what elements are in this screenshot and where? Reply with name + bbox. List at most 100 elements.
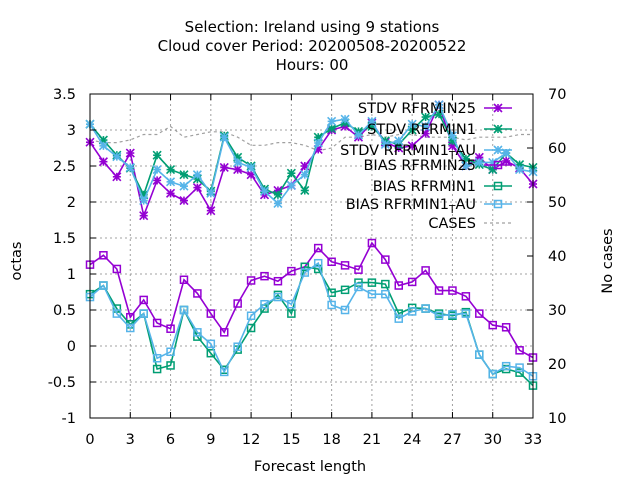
data-point [192, 170, 202, 180]
y-tick-label: -1 [62, 411, 76, 427]
series-line [89, 125, 533, 152]
data-point [381, 289, 390, 299]
data-point [246, 311, 256, 321]
data-point [488, 165, 498, 175]
data-point [273, 292, 283, 302]
data-point [287, 299, 296, 309]
y-tick-label: 1 [67, 267, 76, 283]
data-point [367, 116, 377, 126]
data-point [193, 328, 202, 337]
data-point [260, 271, 269, 281]
data-point [381, 279, 390, 289]
y-tick-label: 1.5 [53, 231, 76, 247]
data-point [394, 281, 404, 290]
x-tick-label: 33 [524, 432, 542, 448]
data-point [380, 139, 390, 149]
data-point [354, 265, 363, 274]
data-point [179, 170, 189, 180]
data-point [287, 309, 296, 318]
x-tick-label: 24 [403, 432, 421, 448]
data-point [139, 295, 148, 305]
series-line [89, 261, 534, 377]
data-point [340, 114, 350, 124]
data-point [286, 180, 296, 191]
data-point [139, 309, 148, 318]
legend-marker [493, 124, 503, 134]
data-point [434, 311, 444, 321]
chart-title-line-2: Cloud cover Period: 20200508-20200522 [158, 37, 467, 55]
data-point [340, 285, 350, 295]
data-point [300, 170, 310, 180]
series-line [89, 103, 534, 205]
data-point [165, 177, 176, 187]
data-point [112, 309, 122, 318]
data-point [219, 132, 229, 142]
data-point [461, 292, 471, 301]
data-point [125, 148, 135, 158]
legend-marker [493, 145, 503, 155]
ticks: 0 3 6 9 12 15 18 21 24 27 30 33 -1 -0.5 0 0.5 1 1.5 2 2.5 3 3… [48, 87, 567, 448]
data-point [98, 157, 108, 167]
x-tick-label: 12 [242, 432, 260, 448]
legend-sample [484, 181, 512, 191]
data-point [125, 162, 135, 173]
data-point [152, 318, 162, 328]
data-point [179, 181, 189, 191]
data-point [515, 368, 524, 377]
legend-marker [493, 181, 503, 191]
legend-sample [484, 124, 512, 134]
data-point [165, 165, 176, 175]
data-point [381, 255, 390, 264]
data-point [98, 141, 108, 151]
legend: STDV RFRMIN25 STDV RFRMIN1 STDV RFRMIN1T… [340, 101, 476, 232]
data-point [474, 157, 484, 167]
y-tick-label: 3.5 [53, 87, 76, 103]
data-point [300, 185, 310, 196]
y-tick-label: 3 [67, 123, 76, 139]
data-point [165, 188, 176, 198]
y-tick-label: 0 [67, 339, 76, 355]
series-bias-rfrmin25 [85, 238, 538, 362]
legend-label-cases: CASES [428, 216, 476, 232]
legend-sample [484, 103, 512, 113]
legend-marker [493, 199, 503, 209]
data-point [421, 266, 430, 275]
y2-tick-label: 50 [548, 195, 566, 211]
series-layer [85, 100, 538, 390]
data-point [327, 116, 337, 126]
data-point [126, 323, 135, 333]
data-point [515, 165, 525, 175]
data-point [152, 150, 162, 160]
x-axis-label: Forecast length [254, 459, 366, 475]
series-cases [89, 125, 533, 152]
data-point [447, 131, 458, 141]
x-tick-label: 21 [363, 432, 381, 448]
x-tick-label: 9 [206, 432, 215, 448]
y2-tick-label: 60 [548, 141, 566, 157]
data-point [327, 257, 336, 267]
y-tick-label: 2 [67, 195, 76, 211]
data-point [112, 152, 122, 162]
data-point [300, 268, 310, 277]
data-point [394, 136, 404, 146]
data-point [434, 286, 444, 295]
data-point [179, 275, 189, 285]
data-point [407, 307, 417, 316]
legend-sample [484, 199, 512, 209]
data-point [112, 172, 122, 182]
x-tick-label: 0 [85, 432, 94, 448]
data-point [354, 282, 363, 292]
legend-label-bias-rfrmin1-t-au: BIAS RFRMIN1TAU [346, 197, 476, 216]
data-point [233, 342, 242, 351]
legend-marker [493, 160, 503, 170]
data-point [273, 276, 283, 286]
x-tick-label: 6 [166, 432, 175, 448]
data-point [287, 266, 296, 276]
data-point [206, 188, 216, 198]
data-point [233, 165, 243, 175]
data-point [407, 119, 417, 129]
data-point [166, 361, 175, 370]
legend-label-stdv-rfrmin1-t-au: STDV RFRMIN1TAU [340, 143, 476, 162]
data-point [219, 162, 229, 173]
